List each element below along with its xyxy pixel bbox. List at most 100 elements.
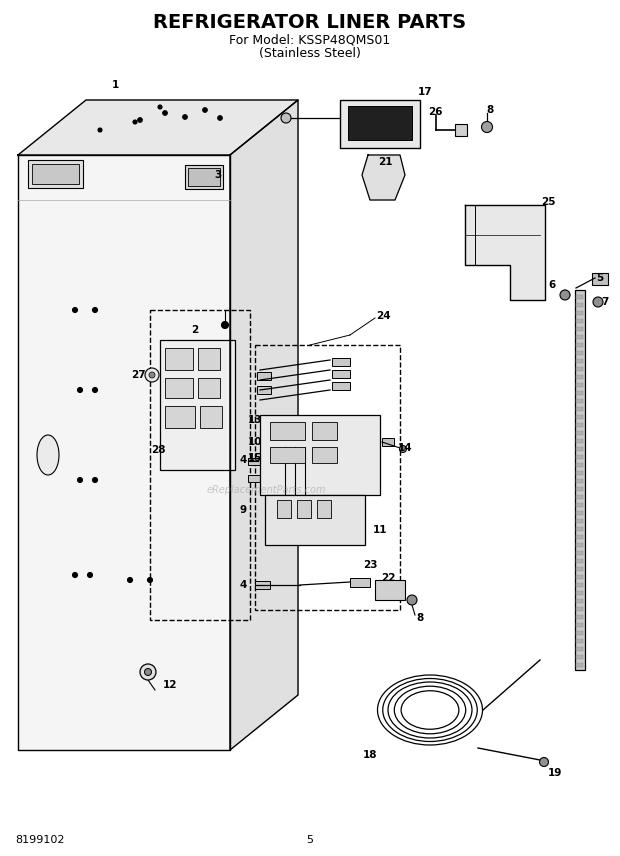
Bar	[576, 367, 583, 371]
Text: 5: 5	[596, 273, 604, 283]
Bar	[255, 581, 270, 589]
Bar	[255, 345, 400, 610]
Circle shape	[92, 478, 97, 483]
Bar	[576, 631, 583, 635]
Bar	[576, 607, 583, 611]
Text: For Model: KSSP48QMS01: For Model: KSSP48QMS01	[229, 33, 391, 46]
Text: 25: 25	[541, 197, 556, 207]
Text: 8: 8	[486, 105, 494, 115]
Bar	[576, 575, 583, 579]
Bar	[150, 310, 250, 620]
Bar	[576, 639, 583, 643]
Bar	[576, 383, 583, 387]
Circle shape	[407, 595, 417, 605]
Bar	[28, 160, 83, 188]
Circle shape	[73, 573, 78, 578]
Circle shape	[539, 758, 549, 766]
Bar	[277, 500, 291, 518]
Text: 1: 1	[112, 80, 118, 90]
Text: (Stainless Steel): (Stainless Steel)	[259, 46, 361, 60]
Bar	[317, 500, 331, 518]
Text: 28: 28	[151, 445, 166, 455]
Bar	[165, 348, 193, 370]
Bar	[576, 655, 583, 659]
Bar	[576, 335, 583, 339]
Polygon shape	[18, 100, 298, 155]
Bar	[260, 415, 380, 495]
Circle shape	[148, 578, 153, 582]
Bar	[576, 647, 583, 651]
Text: eReplacementParts.com: eReplacementParts.com	[207, 485, 326, 495]
Circle shape	[73, 307, 78, 312]
Bar	[248, 458, 260, 465]
Text: 8: 8	[417, 613, 423, 623]
Bar	[576, 327, 583, 331]
Bar	[576, 487, 583, 491]
Bar	[576, 567, 583, 571]
Polygon shape	[18, 155, 230, 750]
Text: 12: 12	[162, 680, 177, 690]
Bar	[576, 423, 583, 427]
Bar	[340, 100, 420, 148]
Bar	[576, 583, 583, 587]
Bar	[576, 359, 583, 363]
Circle shape	[140, 664, 156, 680]
Text: 13: 13	[248, 415, 262, 425]
Bar	[265, 495, 365, 545]
Bar	[198, 378, 220, 398]
Ellipse shape	[37, 435, 59, 475]
Circle shape	[399, 445, 407, 453]
Bar	[200, 406, 222, 428]
Text: 21: 21	[378, 157, 392, 167]
Circle shape	[593, 297, 603, 307]
Circle shape	[133, 120, 137, 124]
Circle shape	[144, 669, 151, 675]
Bar	[160, 340, 235, 470]
Bar	[576, 391, 583, 395]
Bar	[576, 447, 583, 451]
Bar	[270, 422, 305, 440]
Bar	[165, 378, 193, 398]
Bar	[188, 168, 220, 186]
Circle shape	[221, 322, 229, 329]
Bar	[576, 551, 583, 555]
Bar	[576, 431, 583, 435]
Bar	[576, 615, 583, 619]
Bar	[576, 495, 583, 499]
Circle shape	[218, 116, 223, 121]
Bar	[348, 106, 412, 140]
Text: 11: 11	[373, 525, 388, 535]
Bar	[576, 479, 583, 483]
Bar	[576, 351, 583, 355]
Bar	[297, 500, 311, 518]
Text: 17: 17	[418, 87, 432, 97]
Text: 4: 4	[239, 455, 247, 465]
Text: 3: 3	[215, 170, 221, 180]
Circle shape	[87, 573, 92, 578]
Polygon shape	[362, 155, 405, 200]
Text: 6: 6	[548, 280, 556, 290]
Circle shape	[149, 372, 155, 378]
Text: 10: 10	[248, 437, 262, 447]
Text: 15: 15	[248, 453, 262, 463]
Bar	[576, 407, 583, 411]
Bar	[185, 165, 223, 189]
Bar	[350, 578, 370, 587]
Text: 9: 9	[239, 505, 247, 515]
Text: 18: 18	[363, 750, 377, 760]
Bar	[576, 455, 583, 459]
Text: 5: 5	[306, 835, 314, 845]
Bar	[332, 358, 350, 366]
Circle shape	[92, 307, 97, 312]
Bar	[332, 370, 350, 378]
Text: 27: 27	[131, 370, 145, 380]
Text: 26: 26	[428, 107, 442, 117]
Bar	[455, 124, 467, 136]
Circle shape	[482, 122, 492, 133]
Circle shape	[203, 108, 208, 112]
Bar	[375, 580, 405, 600]
Circle shape	[560, 290, 570, 300]
Bar	[312, 447, 337, 463]
Text: 7: 7	[601, 297, 609, 307]
Text: 23: 23	[363, 560, 377, 570]
